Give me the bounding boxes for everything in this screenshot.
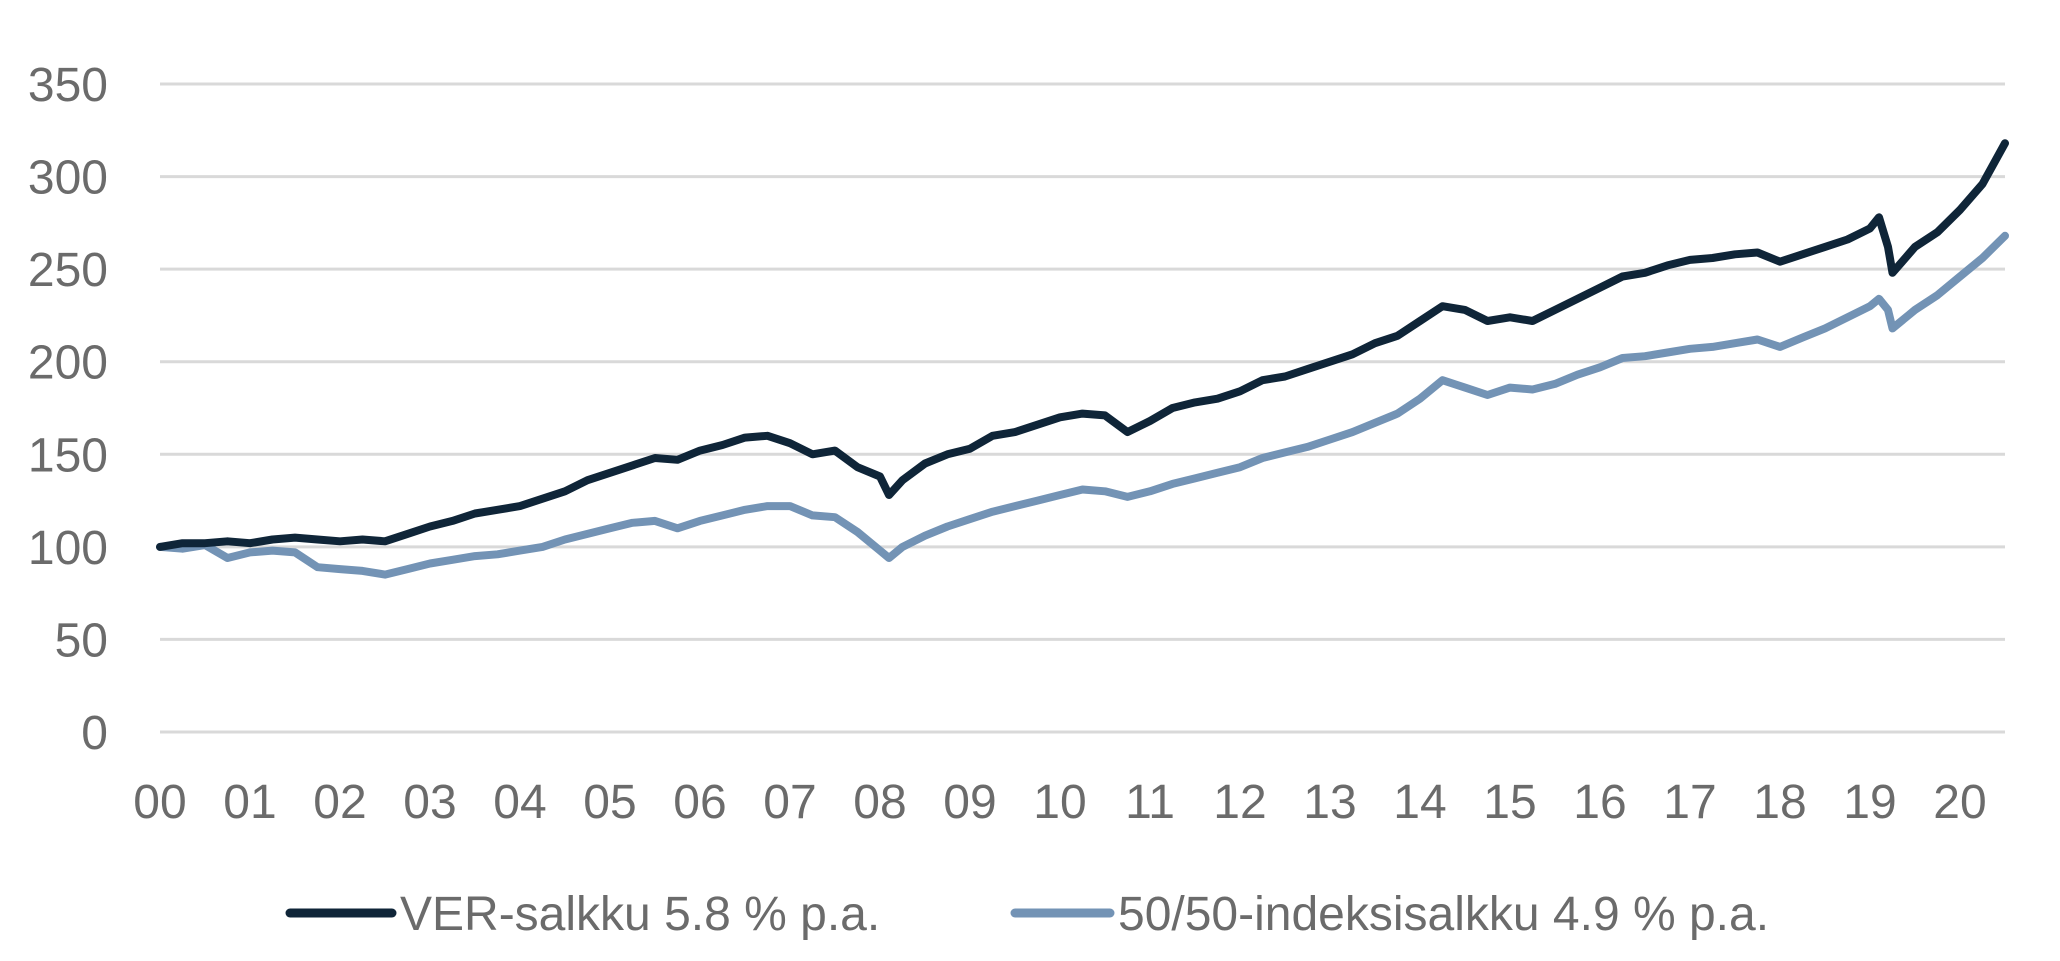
x-tick-label-07: 07 — [763, 776, 816, 829]
gridlines — [160, 82, 2005, 734]
x-tick-label-19: 19 — [1843, 776, 1896, 829]
legend-label-indeksisalkku: 50/50-indeksisalkku 4.9 % p.a. — [1118, 888, 1769, 941]
x-tick-label-01: 01 — [223, 776, 276, 829]
y-tick-label-100: 100 — [28, 522, 108, 575]
y-tick-label-50: 50 — [55, 614, 108, 667]
x-tick-label-20: 20 — [1933, 776, 1986, 829]
x-tick-label-06: 06 — [673, 776, 726, 829]
x-tick-label-11: 11 — [1125, 776, 1175, 829]
x-tick-label-09: 09 — [943, 776, 996, 829]
legend: VER-salkku 5.8 % p.a. 50/50-indeksisalkk… — [285, 888, 1769, 941]
x-tick-label-10: 10 — [1033, 776, 1086, 829]
x-tick-label-15: 15 — [1483, 776, 1536, 829]
x-tick-label-12: 12 — [1213, 776, 1266, 829]
x-tick-label-05: 05 — [583, 776, 636, 829]
x-tick-label-13: 13 — [1303, 776, 1356, 829]
x-axis-tick-labels: 00 01 02 03 04 05 06 07 08 09 10 11 12 13 14 15 16 17 18 19… — [133, 776, 1986, 829]
x-tick-label-08: 08 — [853, 776, 906, 829]
y-axis-tick-labels: 0 50 100 150 200 250 300 350 — [28, 59, 108, 760]
y-tick-label-200: 200 — [28, 337, 108, 390]
y-tick-label-250: 250 — [28, 244, 108, 297]
x-tick-label-14: 14 — [1393, 776, 1446, 829]
x-tick-label-16: 16 — [1573, 776, 1626, 829]
series-lines — [156, 139, 2009, 579]
x-tick-label-03: 03 — [403, 776, 456, 829]
x-tick-label-00: 00 — [133, 776, 186, 829]
x-tick-label-02: 02 — [313, 776, 366, 829]
x-tick-label-04: 04 — [493, 776, 546, 829]
x-tick-label-17: 17 — [1663, 776, 1716, 829]
series-line-ver-salkku — [156, 139, 2009, 551]
y-tick-label-300: 300 — [28, 152, 108, 205]
series-line-indeksisalkku — [156, 231, 2009, 579]
legend-label-ver-salkku: VER-salkku 5.8 % p.a. — [400, 888, 880, 941]
y-tick-label-150: 150 — [28, 429, 108, 482]
x-tick-label-18: 18 — [1753, 776, 1806, 829]
y-tick-label-0: 0 — [81, 707, 108, 760]
y-tick-label-350: 350 — [28, 59, 108, 112]
